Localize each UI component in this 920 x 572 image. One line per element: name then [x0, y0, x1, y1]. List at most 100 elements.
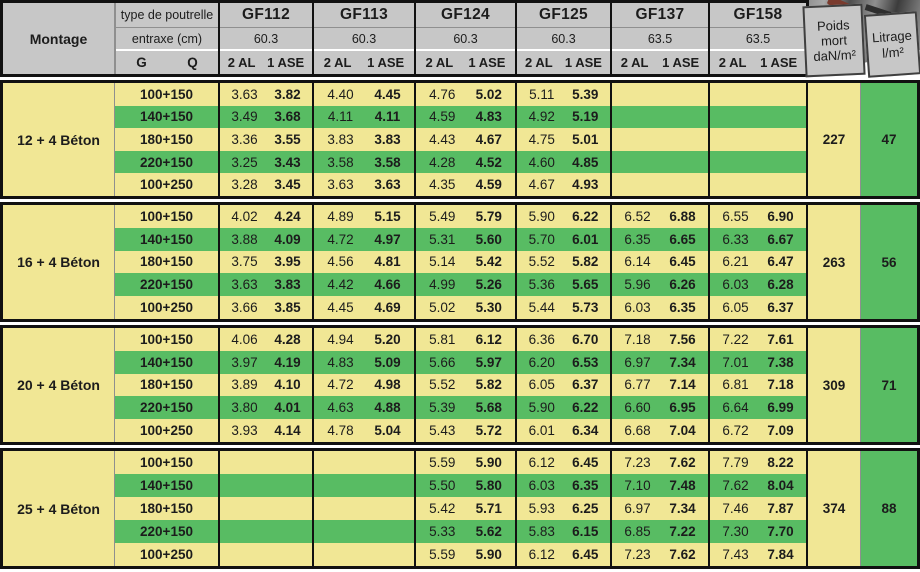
value-cell: 6.36 6.70 [517, 328, 610, 351]
poids-line1: Poids [816, 16, 850, 34]
beam-entraxe-value: 63.5 [710, 28, 806, 51]
value-2al: 4.02 [231, 208, 258, 224]
value-cell: 3.36 3.55 [220, 128, 312, 151]
value-1ase: 4.01 [274, 400, 301, 416]
value-1ase: 5.01 [572, 131, 599, 147]
col-1ase-label: 1 ASE [367, 55, 405, 70]
value-cell: 3.58 3.58 [314, 150, 414, 174]
value-cell: 4.06 4.28 [220, 328, 312, 351]
value-2al: 6.36 [528, 331, 555, 347]
value-2al: 6.85 [624, 524, 651, 539]
value-1ase: 3.43 [274, 154, 301, 170]
beam-value-column [312, 451, 414, 566]
row-label: 180+150 [115, 497, 218, 520]
value-1ase: 5.09 [374, 354, 401, 370]
value-cell: 7.23 7.62 [612, 543, 708, 566]
value-2al: 6.77 [624, 377, 651, 393]
value-1ase: 6.12 [475, 331, 502, 347]
value-2al: 6.97 [624, 501, 651, 516]
value-1ase: 4.09 [274, 231, 301, 247]
value-cell: 5.90 6.22 [517, 396, 610, 420]
value-1ase: 6.37 [767, 300, 794, 316]
value-2al: 3.75 [231, 254, 258, 270]
value-cell: 4.59 4.83 [416, 105, 515, 129]
beam-subcolumns-header: 2 AL 1 ASE [220, 51, 312, 74]
value-cell: 3.66 3.85 [220, 296, 312, 319]
litrage-header: Litrage l/m² [863, 11, 920, 78]
value-cell: 6.35 6.65 [612, 227, 708, 251]
q-label: Q [187, 55, 198, 70]
value-2al: 3.28 [231, 177, 258, 193]
row-label: 100+250 [115, 419, 218, 442]
row-label: 220+150 [115, 520, 218, 543]
value-cell [314, 543, 414, 566]
value-2al: 5.02 [429, 300, 456, 316]
value-2al: 4.72 [327, 377, 354, 393]
value-2al: 3.58 [327, 154, 354, 170]
value-cell: 3.63 3.82 [220, 83, 312, 106]
value-2al: 3.89 [231, 377, 258, 393]
value-1ase: 6.45 [572, 547, 599, 562]
value-cell: 4.42 4.66 [314, 273, 414, 297]
value-cell: 4.67 4.93 [517, 173, 610, 196]
value-cell: 5.14 5.42 [416, 250, 515, 274]
value-cell: 6.05 6.37 [517, 373, 610, 397]
beam-subcolumns-header: 2 AL 1 ASE [612, 51, 708, 74]
value-cell: 5.02 5.30 [416, 296, 515, 319]
value-1ase: 5.80 [475, 478, 502, 493]
value-cell: 7.18 7.56 [612, 328, 708, 351]
montage-cell: 20 + 4 Béton [3, 328, 115, 442]
value-cell: 5.52 5.82 [416, 373, 515, 397]
value-1ase: 4.85 [572, 154, 599, 170]
row-label: 180+150 [115, 250, 218, 274]
value-cell: 7.22 7.61 [710, 328, 806, 351]
value-2al: 5.49 [429, 208, 456, 224]
beam-subcolumns-header: 2 AL 1 ASE [517, 51, 610, 74]
value-2al: 5.52 [429, 377, 456, 393]
row-label: 140+150 [115, 350, 218, 374]
poids-mort-value: 227 [806, 83, 860, 196]
g-q-header: G Q [116, 51, 218, 74]
value-1ase: 4.69 [374, 300, 401, 316]
beam-value-column: 7.79 8.22 7.62 8.04 7.46 7.87 7.30 7.70 7.43 7.84 [708, 451, 806, 566]
poids-line2: mort [820, 32, 848, 49]
value-2al: 5.59 [429, 547, 456, 562]
value-cell: 6.12 6.45 [517, 451, 610, 474]
value-2al: 5.59 [429, 455, 456, 470]
value-cell [612, 173, 708, 196]
row-label-column: 100+150 140+150 180+150 220+150 100+250 [115, 205, 218, 319]
value-1ase: 5.02 [475, 86, 502, 102]
value-1ase: 5.42 [475, 254, 502, 270]
value-1ase: 4.97 [374, 231, 401, 247]
type-de-poutrelle-label: type de poutrelle [116, 3, 218, 28]
beam-value-column: 4.02 4.24 3.88 4.09 3.75 3.95 3.63 3.83 3.66 3.85 [218, 205, 312, 319]
value-cell [612, 83, 708, 106]
value-1ase: 6.22 [572, 208, 599, 224]
value-2al: 4.42 [327, 277, 354, 293]
litrage-line2: l/m² [881, 43, 905, 61]
beam-entraxe-value: 60.3 [517, 28, 610, 51]
value-2al: 3.83 [327, 131, 354, 147]
beam-header-column: GF124 60.3 2 AL 1 ASE [414, 3, 515, 74]
value-1ase: 5.26 [475, 277, 502, 293]
value-cell: 4.45 4.69 [314, 296, 414, 319]
value-cell: 4.60 4.85 [517, 150, 610, 174]
value-2al: 4.72 [327, 231, 354, 247]
beam-value-column: 5.81 6.12 5.66 5.97 5.52 5.82 5.39 5.68 5.43 5.72 [414, 328, 515, 442]
value-2al: 3.25 [231, 154, 258, 170]
value-cell: 5.43 5.72 [416, 419, 515, 442]
value-cell: 6.64 6.99 [710, 396, 806, 420]
value-cell: 3.97 4.19 [220, 350, 312, 374]
value-2al: 4.92 [528, 109, 555, 125]
value-cell: 3.93 4.14 [220, 419, 312, 442]
beam-value-column: 4.94 5.20 4.83 5.09 4.72 4.98 4.63 4.88 4.78 5.04 [312, 328, 414, 442]
value-2al: 5.36 [528, 277, 555, 293]
value-2al: 6.05 [528, 377, 555, 393]
value-cell: 3.28 3.45 [220, 173, 312, 196]
value-2al: 7.18 [624, 331, 651, 347]
value-cell: 5.93 6.25 [517, 497, 610, 520]
row-label: 140+150 [115, 227, 218, 251]
value-1ase: 4.19 [274, 354, 301, 370]
value-cell: 4.63 4.88 [314, 396, 414, 420]
row-label: 100+150 [115, 205, 218, 228]
